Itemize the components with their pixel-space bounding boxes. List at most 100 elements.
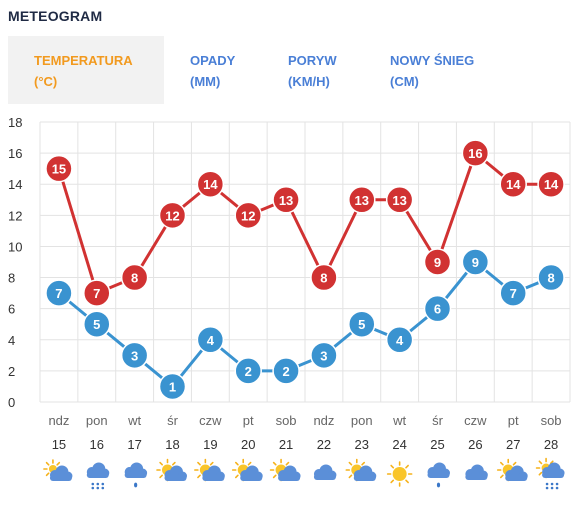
y-tick-label: 4 — [8, 333, 15, 348]
data-point-marker — [45, 279, 73, 307]
data-point-max[interactable]: 15 — [45, 154, 73, 183]
data-point-max[interactable]: 13 — [348, 186, 376, 214]
data-label: 12 — [165, 208, 179, 223]
day-date-label: 20 — [241, 437, 255, 452]
data-label: 13 — [279, 193, 293, 208]
data-label: 7 — [510, 286, 517, 301]
day-date-label: 27 — [506, 437, 520, 452]
data-point-min[interactable]: 2 — [234, 357, 262, 385]
data-point-marker — [120, 341, 149, 370]
day-date-label: 24 — [392, 437, 406, 452]
data-point-min[interactable]: 7 — [45, 279, 73, 307]
data-point-min[interactable]: 6 — [423, 294, 452, 323]
data-point-marker — [234, 357, 262, 385]
day-name-label: ndz — [48, 413, 69, 428]
day-date-label: 22 — [317, 437, 331, 452]
day-name-label: pt — [508, 413, 519, 428]
data-point-marker — [537, 263, 565, 292]
data-point-min[interactable]: 1 — [158, 372, 187, 401]
day-date-label: 16 — [90, 437, 104, 452]
data-point-min[interactable]: 8 — [537, 263, 565, 292]
cloud-icon — [465, 464, 488, 480]
page-title: METEOGRAM — [8, 8, 103, 24]
tab-opady-label: OPADY — [190, 53, 236, 68]
data-label: 9 — [472, 255, 479, 270]
tab-opady[interactable]: OPADY (MM) — [164, 36, 262, 104]
data-point-max[interactable]: 8 — [310, 263, 338, 292]
data-point-min[interactable]: 5 — [83, 310, 111, 338]
data-point-marker — [499, 170, 527, 198]
tab-poryw-label: PORYW — [288, 53, 337, 68]
y-tick-label: 16 — [8, 146, 22, 161]
data-point-marker — [158, 201, 187, 230]
day-name-label: pt — [243, 413, 254, 428]
data-point-max[interactable]: 14 — [196, 170, 225, 198]
sun-cloud-snow-icon — [535, 457, 565, 490]
data-point-marker — [423, 248, 452, 276]
data-label: 1 — [169, 379, 176, 394]
data-point-marker — [272, 186, 300, 214]
sun-cloud-icon — [345, 458, 377, 482]
data-point-max[interactable]: 13 — [272, 186, 300, 214]
data-point-marker — [196, 170, 225, 198]
data-point-min[interactable]: 7 — [499, 279, 527, 307]
data-label: 4 — [396, 333, 404, 348]
data-point-marker — [83, 279, 111, 307]
data-point-min[interactable]: 5 — [348, 310, 376, 338]
data-point-marker — [45, 154, 73, 183]
y-tick-label: 0 — [8, 395, 15, 410]
y-tick-label: 8 — [8, 271, 15, 286]
data-label: 8 — [547, 271, 554, 286]
data-point-max[interactable]: 9 — [423, 248, 452, 276]
y-tick-label: 18 — [8, 115, 22, 130]
day-date-label: 17 — [127, 437, 141, 452]
tab-poryw[interactable]: PORYW (KM/H) — [262, 36, 364, 104]
data-point-marker — [272, 357, 300, 385]
y-tick-label: 10 — [8, 239, 22, 254]
sun-cloud-icon — [496, 458, 528, 482]
day-name-label: wt — [392, 413, 406, 428]
sun-cloud-icon — [194, 458, 225, 482]
data-label: 6 — [434, 302, 441, 317]
data-point-marker — [348, 186, 376, 214]
data-point-min[interactable]: 2 — [272, 357, 300, 385]
tab-opady-unit: (MM) — [190, 74, 221, 89]
data-point-min[interactable]: 4 — [196, 326, 225, 354]
data-point-min[interactable]: 4 — [385, 326, 414, 354]
tab-temperatura[interactable]: TEMPERATURA (°C) — [8, 36, 164, 104]
data-point-max[interactable]: 8 — [120, 263, 149, 292]
data-point-marker — [499, 279, 527, 307]
data-point-min[interactable]: 3 — [310, 341, 338, 370]
tab-nowy-snieg[interactable]: NOWY ŚNIEG (CM) — [364, 36, 504, 104]
data-label: 13 — [392, 193, 406, 208]
data-point-max[interactable]: 12 — [158, 201, 187, 230]
data-point-marker — [310, 341, 338, 370]
data-point-max[interactable]: 12 — [234, 201, 262, 230]
data-point-marker — [385, 326, 414, 354]
data-point-max[interactable]: 14 — [537, 170, 565, 198]
data-point-marker — [385, 186, 414, 214]
data-label: 13 — [355, 193, 369, 208]
data-label: 4 — [207, 333, 215, 348]
data-label: 3 — [131, 348, 138, 363]
day-date-label: 21 — [279, 437, 293, 452]
day-date-label: 25 — [430, 437, 444, 452]
data-point-max[interactable]: 14 — [499, 170, 527, 198]
data-point-marker — [461, 248, 490, 276]
data-point-max[interactable]: 7 — [83, 279, 111, 307]
data-point-min[interactable]: 3 — [120, 341, 149, 370]
data-point-max[interactable]: 13 — [385, 186, 414, 214]
data-point-marker — [537, 170, 565, 198]
data-point-marker — [310, 263, 338, 292]
y-tick-label: 6 — [8, 302, 15, 317]
data-label: 16 — [468, 146, 482, 161]
data-label: 7 — [55, 286, 62, 301]
data-label: 15 — [52, 162, 66, 177]
data-point-max[interactable]: 16 — [461, 139, 490, 167]
day-name-label: wt — [127, 413, 141, 428]
day-name-label: śr — [167, 413, 179, 428]
day-date-label: 23 — [355, 437, 369, 452]
data-point-marker — [461, 139, 490, 167]
data-point-min[interactable]: 9 — [461, 248, 490, 276]
